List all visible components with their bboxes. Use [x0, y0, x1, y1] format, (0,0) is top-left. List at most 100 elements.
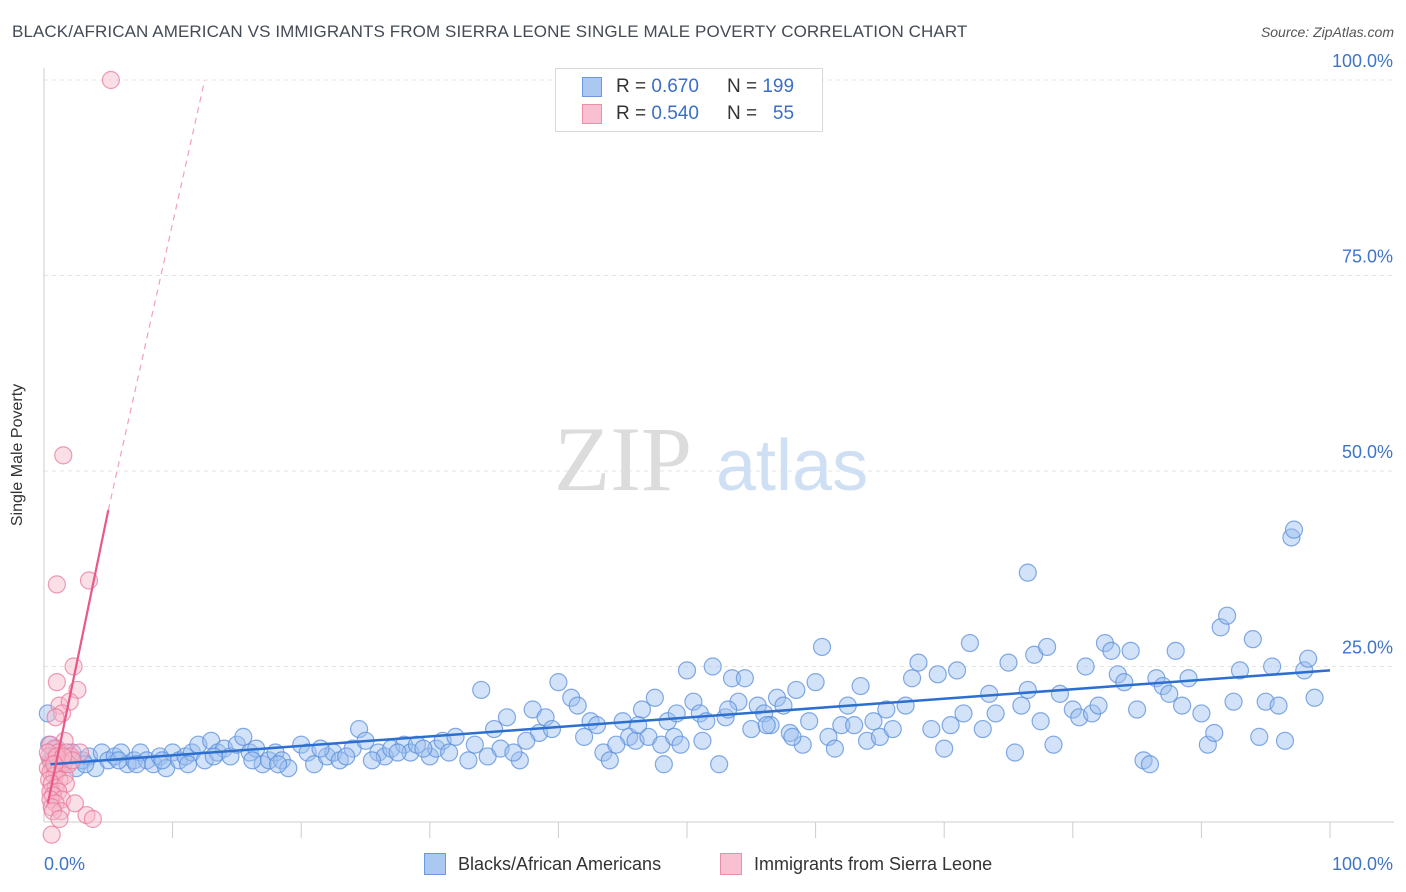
blacks-point-163 [1179, 669, 1198, 688]
blacks-point-130 [947, 661, 967, 680]
y-tick-label-25: 25.0% [1342, 638, 1393, 658]
blacks-point-103 [761, 716, 780, 735]
blacks-point-75 [575, 727, 594, 746]
blacks-point-193 [311, 739, 330, 758]
sierra-leone-point-2 [47, 575, 66, 594]
blacks-point-162 [1173, 696, 1192, 715]
blacks-point-138 [1012, 696, 1031, 715]
blacks-point-124 [902, 669, 922, 688]
bottom-legend-swatch-pink [720, 853, 742, 875]
blacks-point-170 [1230, 661, 1250, 680]
blacks-point-125 [909, 653, 928, 672]
blacks-point-172 [1250, 727, 1269, 746]
legend-n-value: 55 [772, 103, 795, 124]
blacks-point-175 [1269, 696, 1288, 715]
legend-swatch-blue [582, 77, 602, 97]
legend-n-label: N = [726, 76, 758, 97]
blacks-point-169 [1224, 692, 1243, 711]
legend-n-value: 199 [762, 76, 795, 97]
blacks-point-109 [800, 712, 819, 731]
trend-extension-sierra-leone [107, 79, 206, 511]
blacks-point-202 [629, 716, 648, 735]
blacks-point-110 [806, 673, 825, 692]
blacks-point-129 [941, 716, 960, 735]
blacks-point-70 [536, 708, 555, 727]
legend-r-value: 0.670 [651, 76, 699, 97]
blacks-point-85 [645, 688, 664, 707]
trend-line-blacks [50, 669, 1331, 766]
sierra-leone-point-5 [47, 673, 66, 692]
y-tick-label-100: 100.0% [1332, 51, 1393, 71]
blacks-point-135 [986, 704, 1005, 723]
blacks-point-97 [722, 669, 742, 688]
legend-swatch-pink [582, 104, 602, 124]
blacks-point-116 [845, 716, 864, 735]
y-axis-label: Single Male Poverty [9, 383, 26, 527]
sierra-leone-point-1 [54, 446, 73, 465]
blacks-point-171 [1243, 630, 1262, 649]
blacks-point-112 [819, 727, 838, 746]
blacks-point-179 [1295, 661, 1314, 680]
blacks-point-153 [1115, 673, 1134, 692]
blacks-point-147 [1076, 657, 1095, 676]
source-credit: Source: ZipAtlas.com [1260, 24, 1394, 40]
blacks-point-59 [446, 727, 465, 746]
blacks-point-117 [851, 676, 870, 696]
sierra-leone-point-47 [42, 825, 61, 844]
blacks-point-111 [812, 637, 832, 657]
blacks-point-154 [1121, 641, 1140, 660]
blacks-point-166 [1205, 723, 1224, 743]
blacks-point-126 [922, 719, 941, 739]
legend-r-label: R = [616, 103, 647, 124]
blacks-point-137 [1005, 743, 1025, 762]
blacks-point-157 [1140, 755, 1160, 774]
blacks-point-197 [414, 739, 433, 758]
blacks-point-61 [465, 735, 484, 754]
bottom-legend-swatch-blue [424, 853, 446, 875]
blacks-point-190 [204, 747, 223, 766]
blacks-point-164 [1192, 704, 1211, 723]
blacks-point-132 [960, 633, 980, 653]
blacks-point-198 [439, 743, 459, 762]
blacks-point-167 [1211, 618, 1230, 637]
legend-row-blacks: R = 0.670 N = 199 [582, 76, 794, 98]
blacks-point-94 [703, 657, 722, 676]
blacks-point-60 [459, 751, 478, 770]
blacks-point-114 [832, 716, 851, 735]
x-tick-label-max: 100.0% [1332, 854, 1393, 874]
sierra-leone-point-4 [64, 657, 83, 676]
blacks-point-182 [1018, 563, 1037, 582]
blacks-point-192 [268, 755, 288, 774]
blacks-point-196 [388, 743, 407, 762]
blacks-point-187 [127, 755, 146, 774]
y-tick-label-75: 75.0% [1342, 247, 1393, 267]
blacks-point-207 [757, 716, 776, 735]
blacks-point-79 [600, 751, 619, 770]
series-sierra-leone-points [38, 70, 120, 844]
blacks-point-95 [710, 755, 729, 774]
y-tick-labels: 25.0% 50.0% 75.0% 100.0% [1332, 51, 1393, 658]
bottom-legend-sierra-leone: Immigrants from Sierra Leone [720, 852, 992, 876]
blacks-point-128 [935, 739, 954, 758]
blacks-point-142 [1037, 637, 1057, 657]
blacks-point-48 [349, 719, 369, 739]
blacks-point-165 [1198, 735, 1217, 754]
blacks-point-64 [485, 719, 504, 739]
blacks-point-176 [1275, 731, 1295, 750]
blacks-point-194 [337, 747, 356, 766]
blacks-point-121 [877, 700, 896, 719]
trend-lines [46, 79, 1331, 804]
blacks-point-208 [783, 727, 802, 746]
watermark: ZIP atlas [554, 408, 868, 510]
legend-row-sierra-leone: R = 0.540 N = 55 [582, 103, 794, 125]
blacks-point-91 [684, 692, 703, 711]
x-tick-label-min: 0.0% [44, 854, 85, 874]
y-tick-label-50: 50.0% [1342, 442, 1393, 462]
blacks-point-180 [1299, 649, 1318, 668]
legend-n-label: N = [726, 103, 758, 124]
blacks-point-127 [928, 665, 947, 684]
blacks-point-144 [1050, 684, 1070, 703]
blacks-point-155 [1127, 700, 1147, 719]
blacks-point-189 [178, 755, 198, 774]
